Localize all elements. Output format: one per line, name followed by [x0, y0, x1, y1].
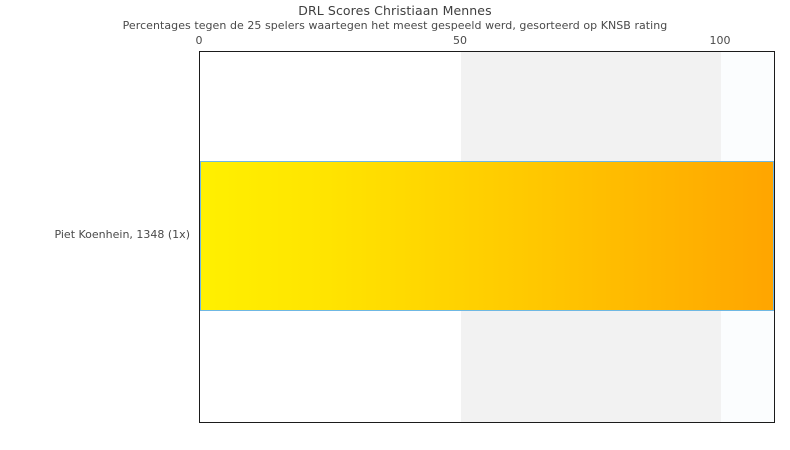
- chart-subtitle: Percentages tegen de 25 spelers waartege…: [122, 19, 668, 32]
- bar-series: [200, 52, 776, 424]
- plot-area: [199, 51, 775, 423]
- bar-piet-koenhein[interactable]: [200, 161, 774, 311]
- x-axis-tick-label-0: 0: [195, 34, 203, 47]
- chart-title: DRL Scores Christiaan Mennes: [298, 3, 492, 18]
- y-axis-category-label: Piet Koenhein, 1348 (1x): [54, 228, 190, 241]
- x-axis-tick-label-50: 50: [453, 34, 467, 47]
- x-axis-tick-label-100: 100: [709, 34, 731, 47]
